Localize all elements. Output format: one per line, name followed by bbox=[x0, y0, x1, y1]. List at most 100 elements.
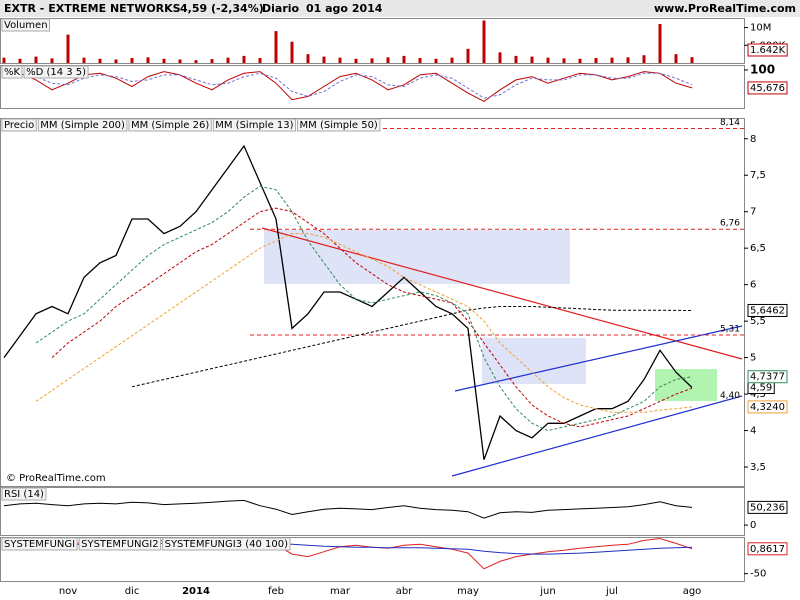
last-value-label: 4,7377 bbox=[750, 372, 785, 383]
x-tick-label: 2014 bbox=[182, 586, 210, 597]
legend-entry: MM (Simple 26) bbox=[131, 120, 209, 131]
volume-bar bbox=[194, 60, 198, 63]
y-tick-label: 10M bbox=[750, 23, 771, 34]
period: Diario bbox=[262, 2, 300, 15]
last-value-box bbox=[747, 542, 788, 556]
legend-box bbox=[162, 537, 291, 551]
volume-bar bbox=[50, 58, 54, 63]
legend-entry: %D (14 3 5) bbox=[26, 67, 86, 78]
panel-frame bbox=[0, 65, 745, 109]
last-value-label: 4,59 bbox=[750, 383, 772, 394]
last-value-box bbox=[747, 370, 788, 384]
panel-frame bbox=[0, 487, 745, 536]
volume-bar bbox=[162, 58, 166, 63]
last-value-box bbox=[747, 43, 788, 57]
volume-bar bbox=[434, 58, 438, 63]
volume-bar bbox=[322, 56, 326, 63]
x-tick-label: abr bbox=[396, 586, 413, 597]
legend-box bbox=[1, 537, 78, 551]
legend-box bbox=[128, 118, 212, 132]
legend-box bbox=[23, 65, 89, 79]
panel-frame bbox=[0, 537, 745, 582]
legend-entry: SYSTEMFUNGI bbox=[4, 539, 75, 550]
legend-entry: MM (Simple 50) bbox=[300, 120, 378, 131]
y-tick-label: -50 bbox=[750, 569, 766, 580]
x-tick-label: may bbox=[457, 586, 479, 597]
series-line bbox=[35, 185, 693, 432]
y-tick-label: 5 bbox=[750, 353, 756, 364]
legend-box bbox=[37, 118, 128, 132]
panel-frame bbox=[0, 18, 745, 64]
volume-bar bbox=[482, 20, 486, 63]
volume-bar bbox=[82, 57, 86, 63]
volume-bar bbox=[594, 58, 598, 63]
legend-entry: MM (Simple 13) bbox=[215, 120, 293, 131]
header-bar bbox=[0, 0, 800, 17]
volume-bar bbox=[498, 52, 502, 63]
legend-entry: SYSTEMFUNGI2 bbox=[81, 539, 158, 550]
channel-line bbox=[451, 395, 743, 477]
symbol: EXTR - EXTREME NETWORKS bbox=[4, 2, 181, 15]
volume-bar bbox=[610, 57, 614, 63]
volume-bar bbox=[370, 58, 374, 63]
legend-entry: Precio bbox=[4, 120, 34, 131]
zone bbox=[482, 338, 586, 384]
volume-bar bbox=[626, 57, 630, 63]
legend-box bbox=[1, 65, 23, 79]
legend-entry: RSI (14) bbox=[4, 489, 44, 500]
last-value-box bbox=[747, 81, 788, 95]
x-tick-label: jun bbox=[539, 586, 555, 597]
zone bbox=[655, 369, 717, 401]
legend-box bbox=[212, 118, 297, 132]
zone bbox=[264, 230, 570, 284]
last-value-box bbox=[747, 500, 788, 514]
copyright: © ProRealTime.com bbox=[6, 473, 106, 484]
last-value-label: 4,3240 bbox=[750, 402, 785, 413]
legend-box bbox=[78, 537, 162, 551]
volume-bar bbox=[354, 58, 358, 63]
y-tick-label: 8 bbox=[750, 134, 756, 145]
volume-bar bbox=[578, 58, 582, 63]
last-value-box bbox=[747, 400, 788, 414]
volume-bar bbox=[402, 55, 406, 63]
volume-bar bbox=[466, 48, 470, 63]
series-line bbox=[3, 72, 693, 99]
volume-bar bbox=[530, 56, 534, 63]
volume-bar bbox=[338, 57, 342, 63]
y-tick-label: 5,5 bbox=[750, 316, 766, 327]
volume-bar bbox=[274, 31, 278, 63]
volume-bar bbox=[306, 54, 310, 63]
legend-box bbox=[1, 18, 51, 32]
volume-bar bbox=[562, 58, 566, 63]
volume-bar bbox=[98, 58, 102, 63]
legend-entry: Volumen bbox=[4, 20, 48, 31]
legend-box bbox=[297, 118, 381, 132]
legend-entry: %K bbox=[4, 67, 21, 78]
annotation: 4,40 bbox=[720, 391, 740, 401]
legend-entry: SYSTEMFUNGI3 (40 100) bbox=[165, 539, 289, 550]
volume-bar bbox=[658, 24, 662, 64]
y-tick-label: 4,5 bbox=[750, 389, 766, 400]
volume-bar bbox=[418, 58, 422, 63]
y-tick-label: 7,5 bbox=[750, 170, 766, 181]
volume-bar bbox=[450, 57, 454, 63]
last-value-label: 0,8617 bbox=[750, 544, 785, 555]
volume-bar bbox=[242, 55, 246, 63]
y-tick-label: 7 bbox=[750, 207, 756, 218]
volume-bar bbox=[146, 57, 150, 63]
volume-bar bbox=[386, 57, 390, 63]
last-value-label: 1.642K bbox=[750, 45, 786, 56]
last-value-box bbox=[747, 303, 788, 317]
x-tick-label: ago bbox=[683, 586, 702, 597]
volume-bar bbox=[178, 59, 182, 63]
volume-bar bbox=[642, 55, 646, 63]
quote: 4,59 (-2,34%) bbox=[180, 2, 264, 15]
series-line bbox=[3, 71, 693, 102]
y-tick-label: 6 bbox=[750, 280, 756, 291]
y-tick-label: 3,5 bbox=[750, 462, 766, 473]
x-tick-label: nov bbox=[59, 586, 77, 597]
volume-bar bbox=[210, 59, 214, 63]
channel-line bbox=[454, 325, 743, 392]
x-tick-label: dic bbox=[125, 586, 140, 597]
